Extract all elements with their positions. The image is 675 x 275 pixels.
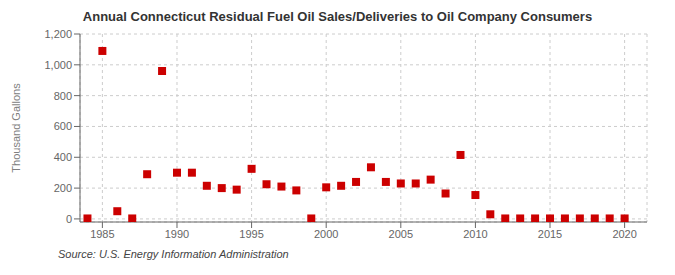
svg-text:1990: 1990 bbox=[165, 228, 189, 240]
svg-text:1995: 1995 bbox=[239, 228, 263, 240]
svg-text:2010: 2010 bbox=[463, 228, 487, 240]
svg-text:2020: 2020 bbox=[612, 228, 636, 240]
svg-text:2015: 2015 bbox=[538, 228, 562, 240]
svg-text:1,000: 1,000 bbox=[44, 59, 72, 71]
svg-text:400: 400 bbox=[54, 151, 72, 163]
svg-text:1985: 1985 bbox=[90, 228, 114, 240]
svg-text:0: 0 bbox=[66, 213, 72, 225]
svg-text:Thousand Gallons: Thousand Gallons bbox=[10, 83, 22, 173]
html-text:Source: U.S. Energy Informatio: Source: U.S. Energy Information Administ… bbox=[58, 248, 289, 260]
svg-text:800: 800 bbox=[54, 90, 72, 102]
svg-text:2000: 2000 bbox=[314, 228, 338, 240]
svg-text:1,200: 1,200 bbox=[44, 28, 72, 40]
svg-text:2005: 2005 bbox=[389, 228, 413, 240]
html-text:Annual Connecticut Residual Fu: Annual Connecticut Residual Fuel Oil Sal… bbox=[82, 9, 593, 24]
svg-text:600: 600 bbox=[54, 120, 72, 132]
svg-text:200: 200 bbox=[54, 182, 72, 194]
